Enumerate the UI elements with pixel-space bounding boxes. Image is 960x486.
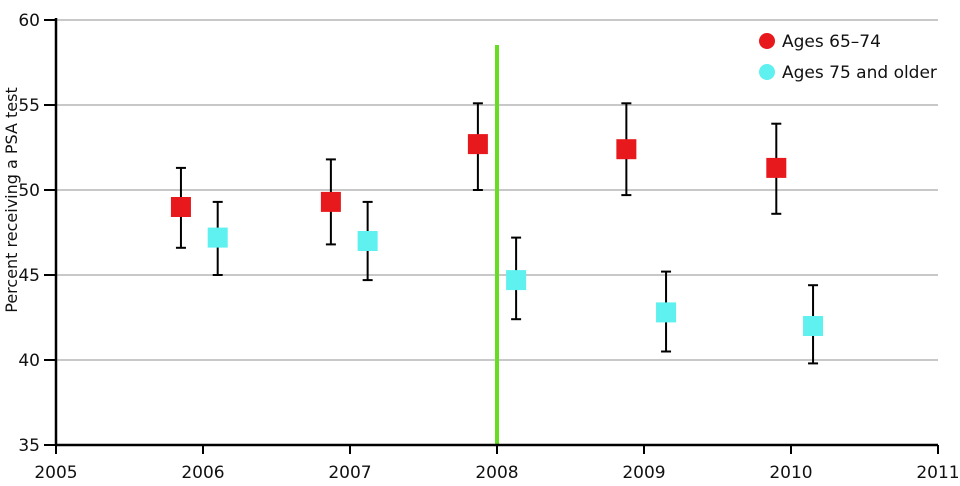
y-tick-label: 40 bbox=[18, 351, 40, 371]
data-point-series-1 bbox=[170, 197, 191, 217]
data-point-series-1 bbox=[467, 134, 488, 155]
y-tick-label: 45 bbox=[18, 266, 40, 286]
x-tick-label: 2009 bbox=[622, 463, 665, 483]
data-point-series-1 bbox=[766, 157, 787, 178]
data-point-series-2 bbox=[656, 302, 677, 323]
x-tick-label: 2006 bbox=[181, 463, 224, 483]
y-axis-label: Percent receiving a PSA test bbox=[2, 87, 21, 313]
legend-marker-2 bbox=[759, 64, 775, 80]
data-point-series-1 bbox=[616, 139, 637, 160]
data-point-series-2 bbox=[803, 316, 824, 336]
axes: 35 40 45 50 55 60 2005 2006 2007 2008 2009 2010 2011 bbox=[18, 11, 959, 483]
y-tick-label: 60 bbox=[18, 11, 40, 31]
y-tick-label: 35 bbox=[18, 436, 40, 456]
x-tick-label: 2008 bbox=[475, 463, 518, 483]
legend: Ages 65–74 Ages 75 and older bbox=[759, 32, 937, 83]
data-point-series-2 bbox=[506, 270, 527, 291]
x-tick-label: 2005 bbox=[34, 463, 77, 483]
x-tick-label: 2007 bbox=[328, 463, 371, 483]
y-tick-label: 50 bbox=[18, 181, 40, 201]
legend-label-2: Ages 75 and older bbox=[782, 63, 937, 83]
y-tick-label: 55 bbox=[18, 96, 40, 116]
data-marks bbox=[170, 102, 824, 365]
data-point-series-2 bbox=[207, 227, 228, 248]
legend-label-1: Ages 65–74 bbox=[782, 32, 881, 52]
x-tick-label: 2010 bbox=[769, 463, 812, 483]
data-point-series-2 bbox=[357, 231, 378, 251]
legend-marker-1 bbox=[759, 33, 775, 49]
data-point-series-1 bbox=[320, 191, 341, 212]
x-tick-label: 2011 bbox=[916, 463, 959, 483]
